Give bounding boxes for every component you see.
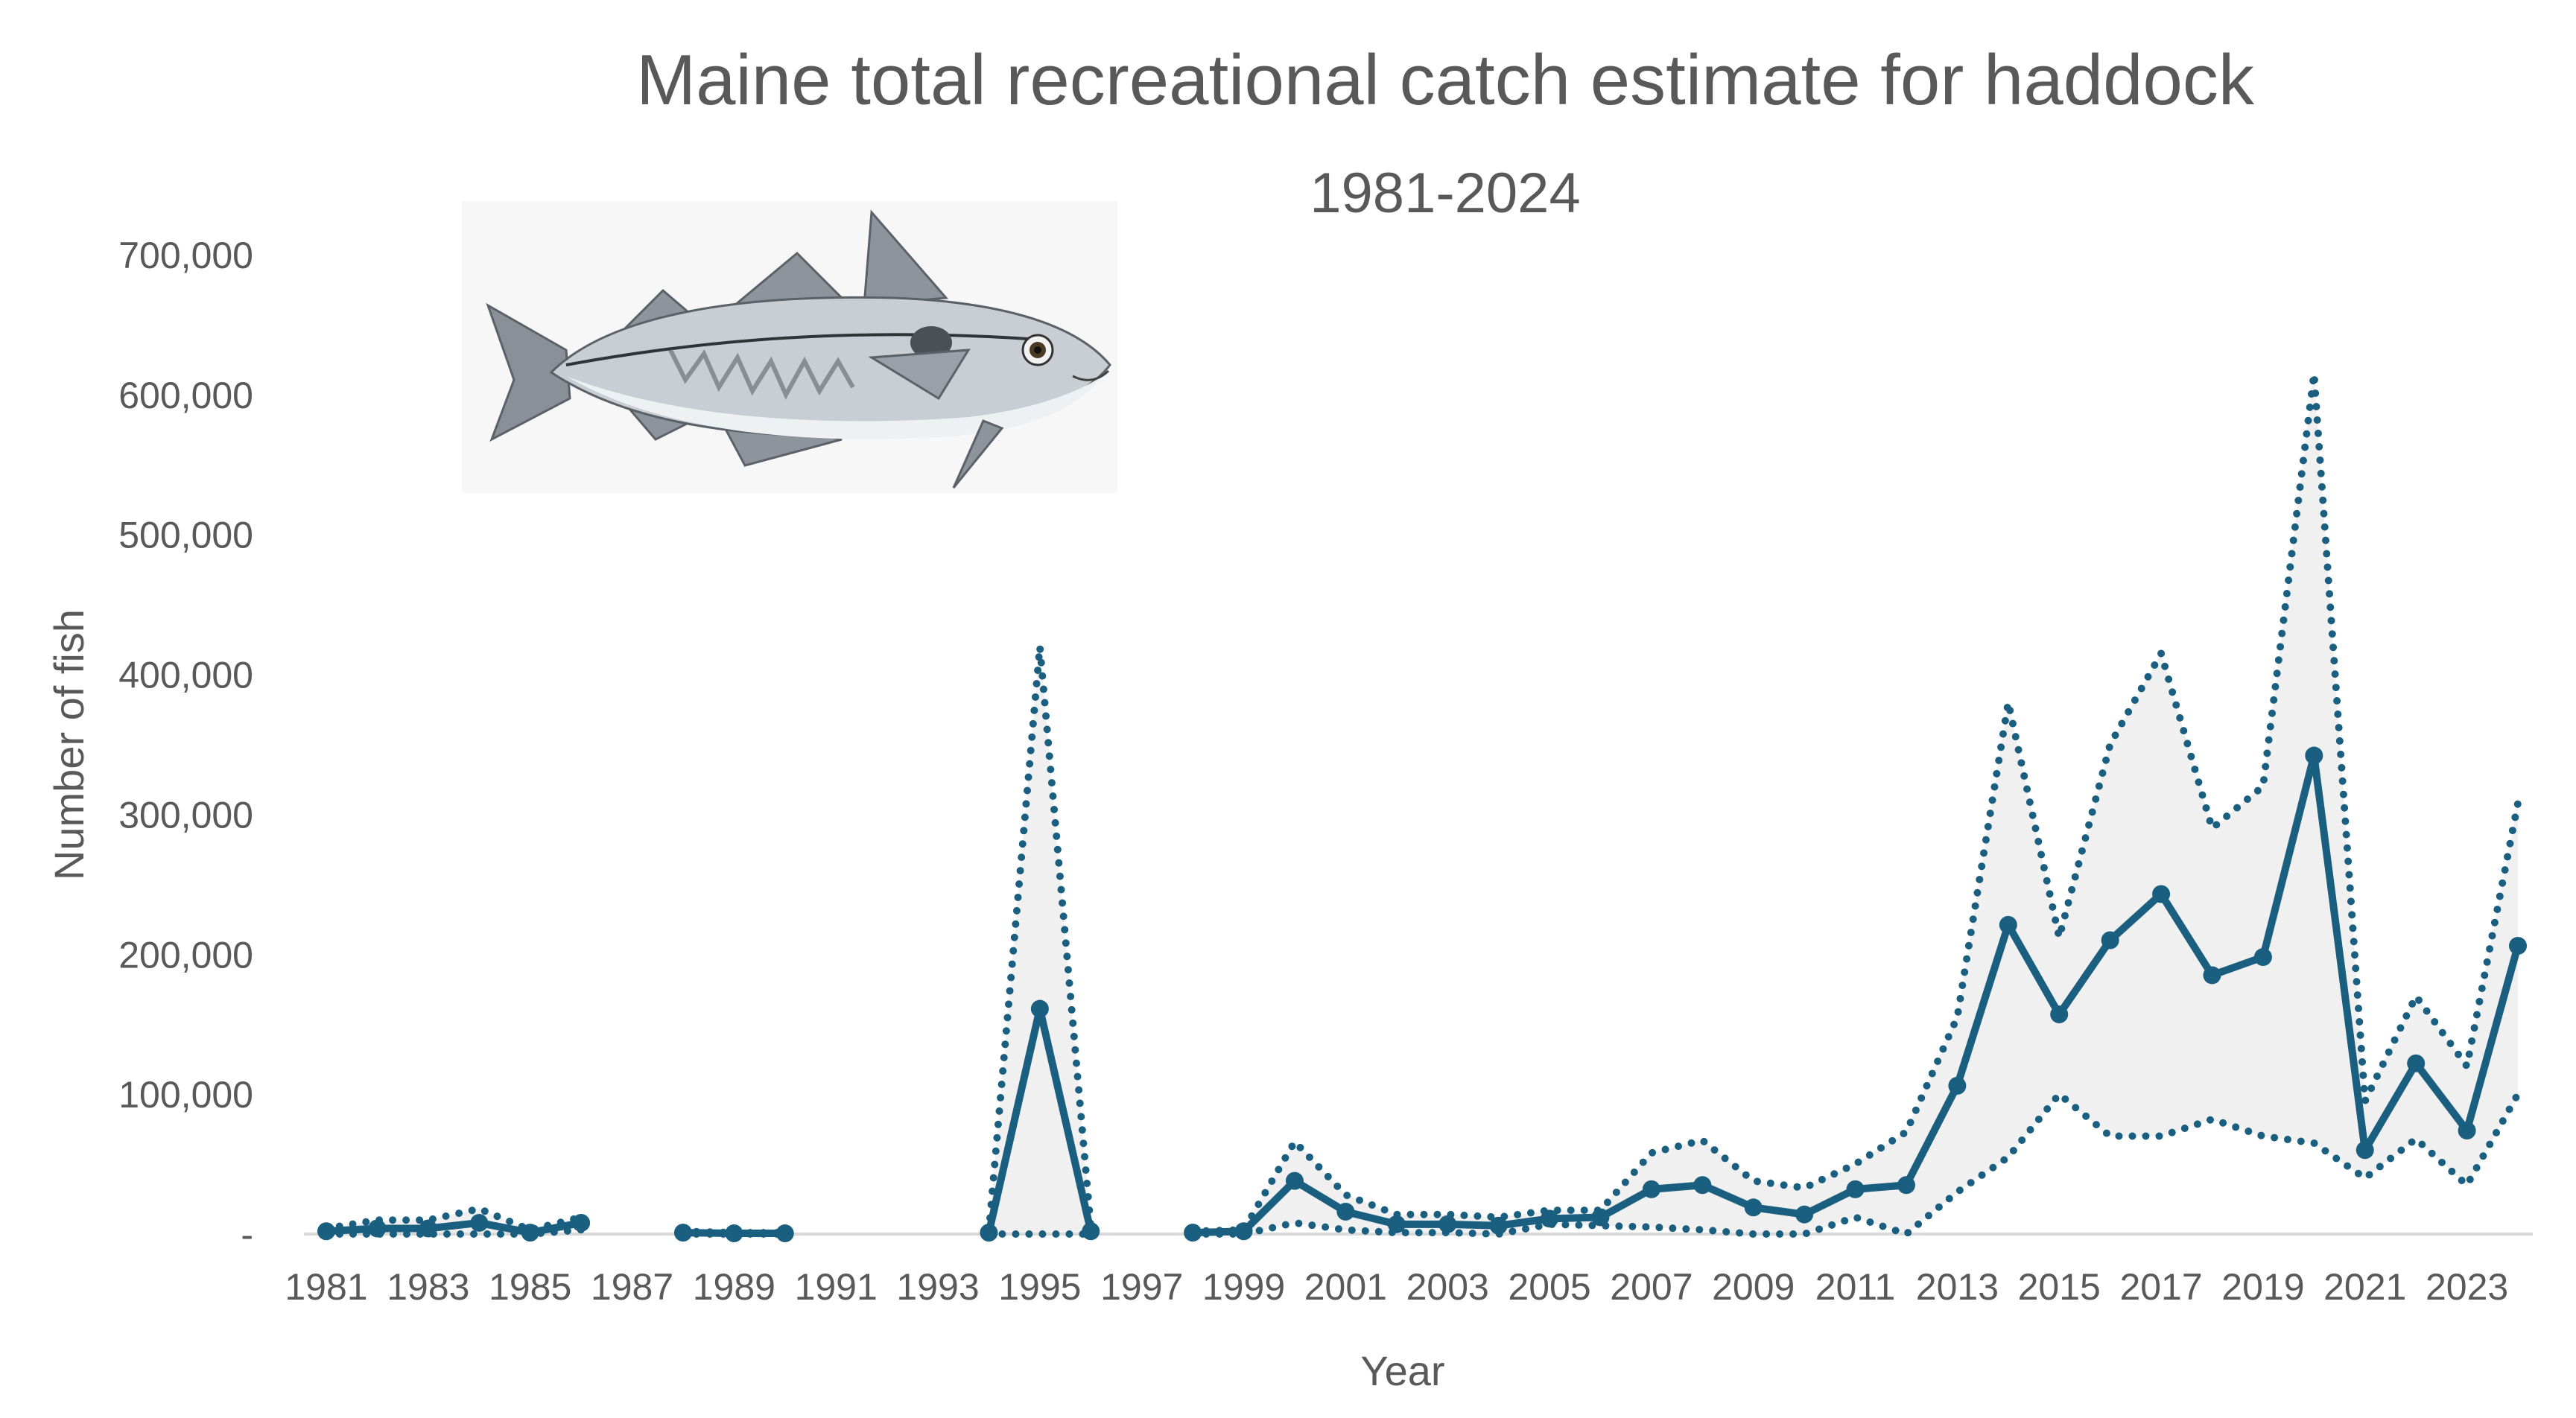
estimate-point — [2407, 1054, 2426, 1072]
estimate-point — [725, 1224, 743, 1243]
y-tick-label: 500,000 — [118, 515, 253, 556]
estimate-point — [2101, 931, 2119, 950]
x-tick-label: 1991 — [795, 1266, 878, 1308]
x-tick-label: 1997 — [1100, 1266, 1183, 1308]
band-segment — [1193, 373, 2518, 1234]
estimate-point — [368, 1219, 387, 1238]
estimate-point — [1438, 1215, 1457, 1233]
estimate-point — [2355, 1141, 2374, 1160]
estimate-point — [2509, 937, 2527, 956]
x-tick-label: 2001 — [1304, 1266, 1387, 1308]
upper-bound-line — [985, 643, 1095, 1236]
estimate-point — [1336, 1202, 1355, 1221]
haddock-fish-icon — [462, 201, 1117, 493]
estimate-point — [1948, 1076, 1967, 1095]
y-tick-label: 200,000 — [118, 934, 253, 976]
x-tick-label: 2013 — [1916, 1266, 1999, 1308]
y-tick-label: 100,000 — [118, 1074, 253, 1116]
x-tick-label: 2005 — [1508, 1266, 1590, 1308]
band-segment — [989, 646, 1091, 1234]
x-tick-label: 2015 — [2018, 1266, 2101, 1308]
estimate-point — [2050, 1005, 2069, 1024]
estimate-point — [1744, 1198, 1763, 1217]
x-tick-label: 1993 — [896, 1266, 979, 1308]
x-axis-ticks: 1981 1983 1985 1987 1989 1991 1993 1995 1997 1999… — [285, 1266, 2508, 1308]
y-axis-title-group: Number of fish — [45, 609, 92, 880]
y-tick-label: 300,000 — [118, 794, 253, 836]
estimate-point — [1693, 1176, 1712, 1195]
estimate-point — [775, 1224, 794, 1243]
x-tick-label: 1983 — [387, 1266, 469, 1308]
estimate-point — [521, 1224, 539, 1242]
chart-title: Maine total recreational catch estimate … — [636, 40, 2255, 120]
estimate-point — [419, 1219, 437, 1238]
estimate-point — [572, 1213, 591, 1232]
x-tick-label: 1981 — [285, 1266, 367, 1308]
y-tick-label: - — [241, 1214, 253, 1256]
x-tick-label: 2021 — [2323, 1266, 2406, 1308]
estimate-point — [980, 1224, 998, 1242]
upper-bound-line — [1189, 369, 2522, 1236]
estimate-point — [1541, 1209, 1559, 1228]
lower-bound-line — [1189, 1090, 2522, 1238]
estimate-point — [2458, 1121, 2476, 1139]
estimate-point — [1642, 1180, 1660, 1198]
estimate-point — [1591, 1208, 1610, 1227]
estimate-point — [1184, 1224, 1202, 1242]
x-tick-label: 2019 — [2221, 1266, 2304, 1308]
estimate-point — [1489, 1216, 1508, 1235]
x-tick-label: 2017 — [2119, 1266, 2202, 1308]
estimate-point — [1897, 1176, 1915, 1195]
y-axis-ticks: - 100,000 200,000 300,000 400,000 500,000 600,… — [118, 235, 253, 1256]
estimate-point — [1285, 1171, 1304, 1190]
estimate-point — [2152, 885, 2171, 903]
estimate-series — [317, 746, 2527, 1243]
estimate-point — [1846, 1180, 1865, 1198]
x-tick-label: 1987 — [591, 1266, 673, 1308]
estimate-point — [317, 1222, 335, 1241]
y-tick-label: 600,000 — [118, 375, 253, 416]
x-tick-label: 1995 — [998, 1266, 1081, 1308]
estimate-point — [1999, 915, 2017, 934]
estimate-point — [1030, 999, 1049, 1018]
x-tick-label: 2011 — [1815, 1266, 1896, 1308]
y-tick-label: 400,000 — [118, 655, 253, 696]
x-tick-label: 2023 — [2426, 1266, 2508, 1308]
confidence-band — [326, 373, 2518, 1234]
estimate-point — [673, 1224, 692, 1242]
chart-subtitle: 1981-2024 — [1310, 162, 1580, 225]
x-tick-label: 1989 — [693, 1266, 775, 1308]
upper-bound-line — [323, 1205, 586, 1234]
x-tick-label: 1985 — [489, 1266, 571, 1308]
x-tick-label: 2003 — [1406, 1266, 1489, 1308]
y-tick-label: 700,000 — [118, 235, 253, 276]
x-axis-title: Year — [1360, 1347, 1444, 1394]
estimate-point — [1795, 1205, 1814, 1224]
estimate-point — [1234, 1222, 1253, 1241]
estimate-point — [2305, 746, 2323, 765]
x-tick-label: 2009 — [1712, 1266, 1795, 1308]
estimate-point — [470, 1213, 489, 1232]
y-axis-title: Number of fish — [45, 609, 92, 880]
estimate-point — [1082, 1222, 1100, 1241]
x-tick-label: 2007 — [1610, 1266, 1693, 1308]
estimate-point — [1387, 1215, 1406, 1233]
x-tick-label: 1999 — [1202, 1266, 1285, 1308]
estimate-point — [2203, 966, 2221, 985]
estimate-point — [2253, 948, 2272, 967]
